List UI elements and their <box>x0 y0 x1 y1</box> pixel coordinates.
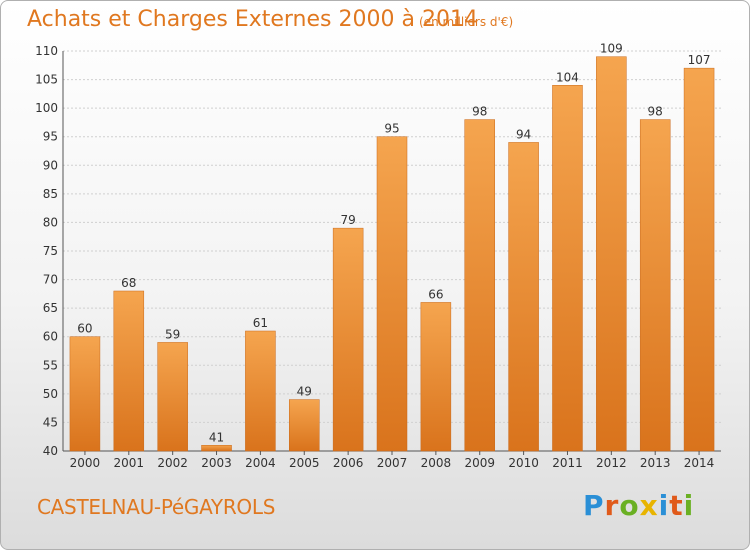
bar-2001 <box>113 290 145 452</box>
data-label: 66 <box>428 287 443 301</box>
y-tick-label: 75 <box>43 244 58 258</box>
bar-2005 <box>289 399 320 452</box>
data-label: 104 <box>556 70 579 84</box>
data-label: 107 <box>688 53 711 67</box>
data-label: 41 <box>209 430 224 444</box>
logo-letter: o <box>619 489 640 522</box>
bar-2012 <box>596 56 627 452</box>
logo-letter: i <box>683 489 695 522</box>
x-tick-label: 2007 <box>377 456 408 470</box>
x-tick-label: 2013 <box>640 456 671 470</box>
x-tick-label: 2014 <box>684 456 715 470</box>
y-tick-label: 55 <box>43 358 58 372</box>
x-tick-label: 2000 <box>70 456 101 470</box>
logo-letter: P <box>583 489 605 522</box>
logo-letter: x <box>639 489 659 522</box>
y-tick-label: 90 <box>43 158 58 172</box>
data-label: 98 <box>472 105 487 119</box>
data-label: 68 <box>121 276 136 290</box>
y-tick-label: 50 <box>43 387 58 401</box>
data-label: 61 <box>253 316 268 330</box>
y-tick-label: 85 <box>43 187 58 201</box>
chart-title: Achats et Charges Externes 2000 à 2014 <box>27 7 478 32</box>
data-label: 49 <box>297 385 312 399</box>
y-tick-label: 60 <box>43 330 58 344</box>
y-tick-label: 100 <box>35 101 58 115</box>
x-tick-label: 2010 <box>508 456 539 470</box>
bar-2011 <box>552 85 583 452</box>
commune-name: CASTELNAU-PéGAYROLS <box>37 495 276 519</box>
y-tick-label: 95 <box>43 130 58 144</box>
x-tick-label: 2002 <box>157 456 188 470</box>
bar-2010 <box>508 142 539 452</box>
y-tick-label: 110 <box>35 44 58 58</box>
data-label: 98 <box>648 105 663 119</box>
x-tick-label: 2004 <box>245 456 276 470</box>
x-tick-label: 2009 <box>464 456 495 470</box>
y-tick-label: 70 <box>43 273 58 287</box>
bar-2006 <box>332 227 364 452</box>
y-tick-label: 105 <box>35 73 58 87</box>
bar-2002 <box>157 342 188 452</box>
unit-note: (en milliers d'€) <box>419 15 514 29</box>
logo-letter: i <box>658 489 670 522</box>
y-tick-label: 65 <box>43 301 58 315</box>
y-tick-label: 40 <box>43 444 58 458</box>
data-label: 59 <box>165 327 180 341</box>
y-tick-label: 45 <box>43 415 58 429</box>
data-label: 95 <box>384 122 399 136</box>
x-tick-label: 2006 <box>333 456 364 470</box>
x-tick-label: 2012 <box>596 456 627 470</box>
bar-2000 <box>69 336 101 452</box>
proxiti-logo: Proxiti <box>583 489 694 522</box>
y-tick-label: 80 <box>43 215 58 229</box>
x-tick-label: 2005 <box>289 456 320 470</box>
data-label: 79 <box>340 213 355 227</box>
bar-2013 <box>639 119 671 452</box>
x-tick-label: 2001 <box>114 456 145 470</box>
x-tick-label: 2011 <box>552 456 583 470</box>
data-label: 109 <box>600 42 623 56</box>
bar-2008 <box>420 302 452 452</box>
x-tick-label: 2008 <box>421 456 452 470</box>
logo-letter: t <box>669 489 684 522</box>
bar-2009 <box>464 119 495 452</box>
bar-2004 <box>245 330 276 452</box>
bar-2003 <box>201 445 232 452</box>
bar-chart: 40 45 50 55 60 65 70 75 80 85 90 95 100 105 110 2000 20… <box>35 42 721 470</box>
data-label: 60 <box>77 322 92 336</box>
bar-2014 <box>683 67 715 452</box>
logo-letter: r <box>604 489 620 522</box>
bar-2007 <box>376 136 408 452</box>
data-label: 94 <box>516 127 531 141</box>
x-tick-label: 2003 <box>201 456 232 470</box>
